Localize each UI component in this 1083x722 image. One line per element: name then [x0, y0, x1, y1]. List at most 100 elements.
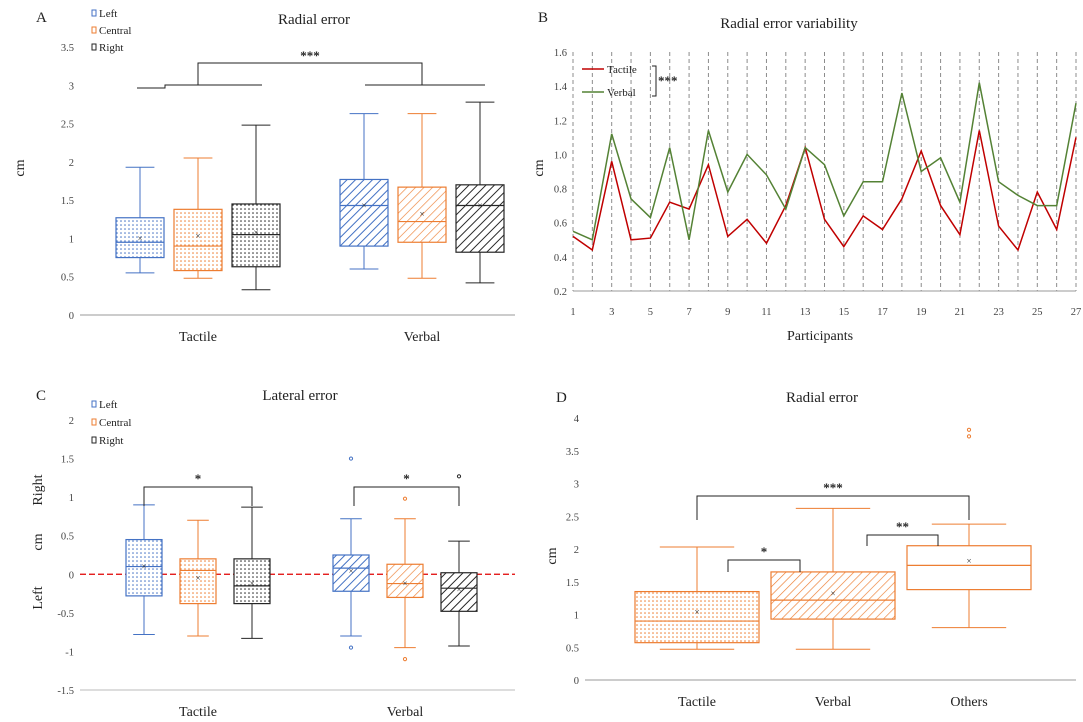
panel-c-tactile-bracket: [143, 486, 253, 506]
panel-c-central-tactile-box: [179, 558, 217, 605]
panel-d-verbal-box: [770, 571, 896, 620]
legend-verbal-label: Verbal: [607, 87, 636, 99]
panel-b-ytick-label: 0.4: [554, 253, 568, 264]
panel-b-title: Radial error variability: [720, 16, 858, 32]
panel-c-ytick-label: 0.5: [61, 532, 74, 543]
panel-a-left-tactile-box: [115, 217, 165, 259]
panel-a-ytick-label: 2.5: [61, 120, 74, 131]
panel-c-left-tactile-mean-marker: ×: [141, 562, 146, 572]
panel-c-legend: Left Central Right: [91, 399, 131, 447]
panel-c-central-verbal-outlier: [402, 496, 408, 501]
panel-a-ytick-label: 1: [69, 234, 74, 245]
panel-c-verbal-sig-label: *: [403, 471, 410, 486]
panel-d-ytick-label: 2: [574, 545, 579, 556]
panel-d-verbal-others-sig-label: **: [896, 519, 909, 534]
panel-a-ytick-label: 0.5: [61, 273, 74, 284]
panel-d-ylabel: cm: [545, 547, 560, 564]
panel-d-xtick-label: Verbal: [815, 695, 852, 710]
panel-d-ytick-label: 0: [574, 676, 579, 687]
panel-b-sig: ***: [658, 73, 678, 88]
panel-d-title: Radial error: [786, 390, 858, 406]
panel-b-xtick-label: 1: [570, 307, 575, 318]
panel-d-tactile-verbal-sig-label: *: [761, 544, 768, 559]
panel-c-plot: -1.5 -1 -0.5 0 0.5 1 1.5 2 × × × × × × Tactile Verbal * *: [57, 416, 515, 720]
panel-d-xtick-label: Tactile: [678, 695, 716, 710]
panel-b-plot: 0.20.40.60.81.01.21.41.61 3 5 7 9 11 13 15 17 19 2…: [554, 48, 1081, 318]
panel-c-side-right: Right: [31, 474, 46, 505]
panel-d-others-outlier: [966, 434, 972, 439]
panel-d-verbal-others-bracket: [866, 534, 939, 546]
panel-d-verbal-mean-marker: ×: [830, 589, 835, 599]
panel-a-right-verbal-box: [455, 184, 505, 253]
panel-a-central-verbal-box: [397, 186, 447, 243]
panel-b-ytick-label: 1.0: [554, 150, 567, 161]
panel-d-others-mean-marker: ×: [966, 556, 971, 566]
panel-c-ytick-label: -1: [65, 647, 74, 658]
panel-d-ytick-label: 0.5: [566, 643, 579, 654]
panel-a-central-tactile-mean-marker: ×: [195, 231, 200, 241]
panel-d-tactile-others-bracket: [696, 495, 970, 520]
panel-b-xtick-label: 27: [1071, 307, 1082, 318]
panel-c-ytick-label: 0: [69, 570, 74, 581]
panel-c-central-verbal-outlier: [402, 657, 408, 662]
panel-c-right-tactile-box: [233, 558, 271, 605]
legend-central-swatch: [91, 26, 97, 34]
panel-a-bracket-left-leg: [137, 84, 262, 89]
panel-b-xtick-label: 25: [1032, 307, 1043, 318]
panel-a-left-tactile-mean-marker: ×: [137, 233, 142, 243]
panel-b-xtick-label: 15: [839, 307, 850, 318]
panel-a-plot: 0 0.5 1 1.5 2 2.5 3 3.5 × × × × × × Tactile Verbal ***: [61, 43, 515, 345]
legend-left-swatch: [91, 9, 97, 17]
panel-c-left-verbal-outlier: [348, 645, 354, 650]
panel-c-ytick-label: -1.5: [57, 686, 74, 697]
panel-b-ytick-label: 0.8: [554, 185, 567, 196]
panel-b-ylabel: cm: [532, 159, 547, 176]
panel-b-xtick-label: 21: [955, 307, 966, 318]
panel-c-right-verbal-box: [440, 572, 478, 612]
panel-a-title: Radial error: [278, 12, 350, 28]
panel-c-title: Lateral error: [262, 388, 337, 404]
panel-c-ytick-label: 2: [69, 416, 74, 427]
panel-b-xtick-label: 3: [609, 307, 614, 318]
panel-b-xlabel: Participants: [787, 329, 853, 344]
panel-c-ytick-label: -0.5: [57, 609, 74, 620]
panel-b-series-tactile: [572, 130, 1077, 252]
panel-b-legend: Tactile Verbal ***: [582, 64, 678, 99]
panel-a-left-verbal-mean-marker: ×: [361, 201, 366, 211]
panel-b-series-verbal: [572, 82, 1077, 241]
panel-c-right-verbal-mean-marker: ×: [456, 585, 461, 595]
panel-c-verbal-bracket: [353, 486, 460, 506]
panel-a-central-tactile-box: [173, 208, 223, 272]
panel-b: B Radial error variability cm Participan…: [532, 10, 1081, 344]
panel-c-letter: C: [36, 388, 46, 404]
panel-c-left-verbal-box: [332, 554, 370, 592]
panel-b-xtick-label: 9: [725, 307, 730, 318]
panel-a-ytick-label: 0: [69, 311, 74, 322]
panel-a-ytick-label: 3: [69, 81, 74, 92]
panel-c-left-verbal-outlier: [348, 456, 354, 461]
panel-d: D Radial error cm 0 0.5 1 1.5 2 2.5 3 3.5 4 × × × Ta…: [545, 390, 1076, 710]
panel-d-ytick-label: 4: [574, 414, 580, 425]
legend-central-label: Central: [99, 25, 131, 37]
panel-b-xtick-label: 17: [877, 307, 888, 318]
panel-c-left-verbal-mean-marker: ×: [348, 566, 353, 576]
panel-a-xtick-label: Tactile: [179, 330, 217, 345]
panel-a-legend: Left Central Right: [91, 8, 131, 54]
panel-a: A Radial error cm 0 0.5 1 1.5 2 2.5 3 3.5 × × × × × ×…: [13, 8, 515, 345]
panel-b-xtick-label: 23: [993, 307, 1004, 318]
legend-tactile-label: Tactile: [607, 64, 637, 76]
panel-b-xtick-label: 11: [761, 307, 771, 318]
panel-b-xtick-label: 5: [648, 307, 653, 318]
panel-d-tactile-box: [634, 590, 760, 644]
panel-a-central-verbal-mean-marker: ×: [419, 209, 424, 219]
panel-d-ytick-label: 2.5: [566, 512, 579, 523]
panel-d-letter: D: [556, 390, 567, 406]
panel-a-ytick-label: 2: [69, 158, 74, 169]
legend-right-label: Right: [99, 435, 123, 447]
panel-d-ytick-label: 3.5: [566, 447, 579, 458]
panel-c-central-tactile-mean-marker: ×: [195, 573, 200, 583]
panel-c-right-verbal-outlier: [456, 474, 462, 479]
panel-b-xtick-label: 7: [686, 307, 691, 318]
panel-d-ytick-label: 1: [574, 611, 579, 622]
